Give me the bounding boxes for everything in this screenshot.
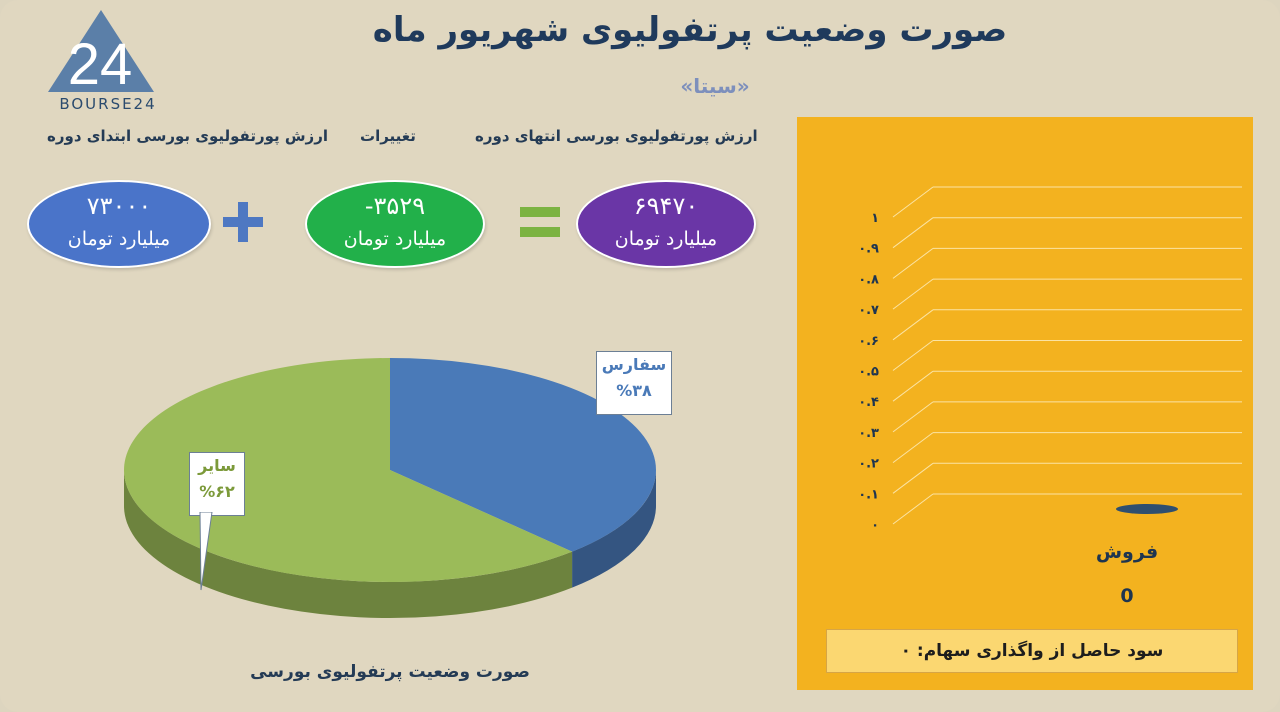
pie-slice-side-0	[572, 470, 656, 588]
bar-cap-0	[1116, 504, 1178, 514]
grid-diag-2	[892, 432, 934, 464]
slice-label-safars: سفارس %۳۸	[596, 351, 672, 415]
grid-diag-1	[892, 462, 934, 494]
pie-slice-1	[124, 358, 573, 582]
pie-slice-0	[390, 358, 657, 552]
svg-text:24: 24	[68, 32, 133, 97]
y-tick-label-3: ۰.۳	[858, 426, 879, 441]
y-tick-label-2: ۰.۲	[858, 457, 879, 472]
end-value: ۶۹۴۷۰	[633, 192, 699, 220]
change-value: -۳۵۲۹	[364, 192, 426, 220]
y-tick-label-8: ۰.۸	[858, 272, 879, 287]
y-tick-label-1: ۰.۱	[858, 487, 879, 502]
page-subtitle: «سیتا»	[680, 74, 750, 98]
y-tick-label-0: ۰	[871, 518, 879, 533]
change-value-unit: میلیارد تومان	[343, 228, 447, 250]
bourse24-logo-icon: 24	[48, 10, 154, 97]
logo-text: BOURSE24	[59, 95, 157, 113]
grid-diag-0	[892, 493, 934, 525]
end-value-unit: میلیارد تومان	[614, 228, 718, 250]
start-value: ۷۳۰۰۰	[86, 192, 152, 220]
equals-icon	[520, 207, 560, 237]
sales-chart-panel: ۰ ۰.۱ ۰.۲ ۰.۳ ۰.۴ ۰.۵ ۰.۶ ۰.۷ ۰.۸ ۰.۹ ۱ فروش 0 سود…	[797, 117, 1253, 690]
y-tick-label-9: ۰.۹	[858, 242, 879, 257]
bar-category-label: فروش	[1095, 541, 1159, 563]
slice-label-other: سایر %۶۲	[189, 452, 245, 516]
end-value-label: ارزش پورتفولیوی بورسی انتهای دوره	[475, 127, 758, 145]
portfolio-pie-chart	[124, 358, 657, 618]
bar-value-label: 0	[1120, 585, 1134, 607]
grid-diag-6	[892, 309, 934, 341]
grid-diag-4	[892, 370, 934, 402]
slice-name-safars: سفارس	[601, 355, 667, 374]
y-tick-label-10: ۱	[871, 211, 879, 226]
end-value-ellipse: ۶۹۴۷۰ میلیارد تومان	[576, 180, 756, 268]
grid-diag-3	[892, 401, 934, 433]
grid-diag-8	[892, 247, 934, 279]
y-tick-label-7: ۰.۷	[858, 303, 879, 318]
start-value-unit: میلیارد تومان	[67, 228, 171, 250]
profit-box: سود حاصل از واگذاری سهام: ۰	[826, 629, 1238, 673]
slice-percent-other: %۶۲	[199, 482, 235, 501]
start-value-label: ارزش پورتفولیوی بورسی ابتدای دوره	[47, 127, 328, 145]
y-tick-label-5: ۰.۵	[858, 365, 879, 380]
pie-slice-side-1	[124, 470, 573, 618]
change-value-ellipse: -۳۵۲۹ میلیارد تومان	[305, 180, 485, 268]
pie-chart-title: صورت وضعیت پرتفولیوی بورسی	[250, 662, 530, 682]
slice-percent-safars: %۳۸	[616, 381, 652, 400]
slice-name-other: سایر	[198, 456, 236, 475]
grid-diag-9	[892, 217, 934, 249]
callout-pointer	[199, 512, 213, 591]
y-tick-label-4: ۰.۴	[858, 395, 879, 410]
grid-diag-5	[892, 340, 934, 371]
y-tick-label-6: ۰.۶	[858, 334, 879, 349]
start-value-ellipse: ۷۳۰۰۰ میلیارد تومان	[27, 180, 211, 268]
change-label: تغییرات	[360, 127, 416, 145]
grid-diag-10	[892, 186, 934, 218]
grid-diag-7	[892, 278, 934, 310]
page-title: صورت وضعیت پرتفولیوی شهریور ماه	[372, 10, 1008, 50]
sales-bar-chart: ۰ ۰.۱ ۰.۲ ۰.۳ ۰.۴ ۰.۵ ۰.۶ ۰.۷ ۰.۸ ۰.۹ ۱	[858, 186, 1242, 533]
plus-icon	[223, 202, 263, 242]
